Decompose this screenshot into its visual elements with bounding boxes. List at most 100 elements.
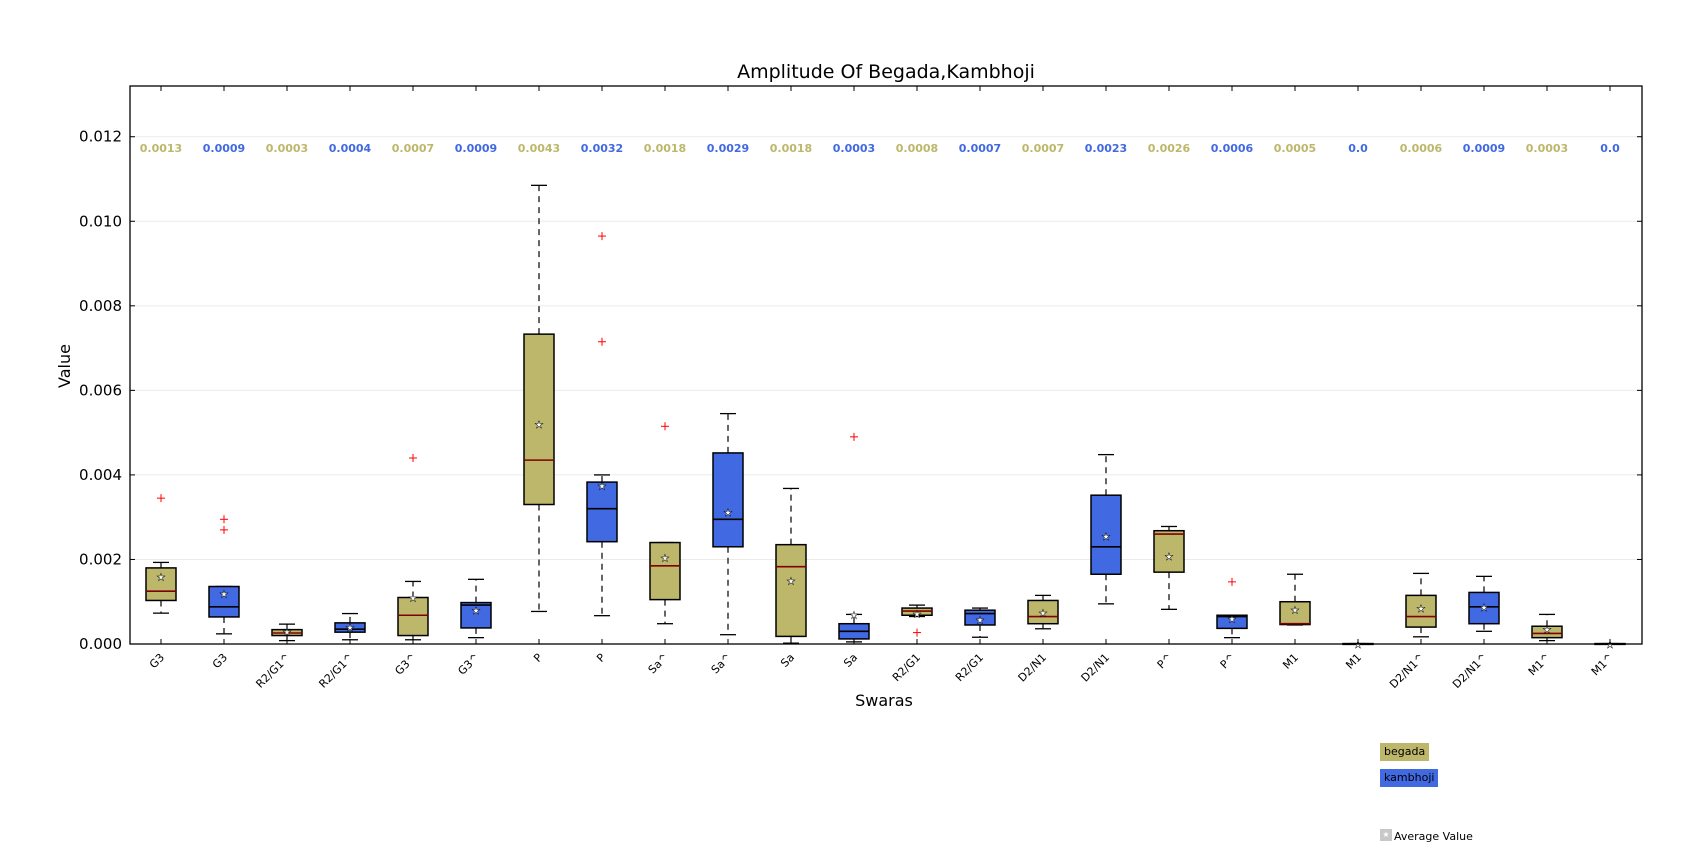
y-tick-label: 0.000 <box>79 635 122 653</box>
x-tick-label: R2/G1^ <box>316 651 356 691</box>
box-body <box>145 567 177 602</box>
x-tick-label: M1^ <box>1526 651 1553 678</box>
x-tick-label: G3^ <box>455 651 482 678</box>
box-body <box>1153 529 1185 573</box>
box-body <box>1279 600 1311 626</box>
box-begada: 0.0007 ★ <box>392 142 434 641</box>
box-kambhoji: 0.0006 ★ <box>1211 142 1254 639</box>
box-begada: 0.0018 ★ <box>770 142 812 644</box>
mean-star-marker: ★ <box>787 577 796 588</box>
mean-star-marker: ★ <box>535 420 544 431</box>
chart-title: Amplitude Of Begada,Kambhoji <box>737 61 1035 83</box>
mean-value-label: 0.0005 <box>1274 142 1316 155</box>
legend-item-kambhoji: kambhoji <box>1380 769 1439 787</box>
box-body <box>397 596 429 637</box>
mean-value-label: 0.0029 <box>707 142 749 155</box>
legend-label-kambhoji: kambhoji <box>1384 771 1435 784</box>
box-body <box>1468 591 1500 625</box>
x-tick-label: R2/G1^ <box>253 651 293 691</box>
mean-value-label: 0.0003 <box>266 142 308 155</box>
mean-value-label: 0.0009 <box>455 142 497 155</box>
x-tick-label: D2/N1^ <box>1387 651 1427 691</box>
y-tick-label: 0.012 <box>79 128 122 146</box>
box-begada: 0.0005 ★ <box>1274 142 1316 626</box>
box-body <box>712 452 744 548</box>
box-body <box>1216 614 1248 630</box>
mean-star-marker: ★ <box>1228 615 1237 626</box>
x-tick-label: P^ <box>1155 651 1175 671</box>
mean-value-label: 0.0003 <box>1526 142 1568 155</box>
mean-star-marker: ★ <box>472 606 481 617</box>
mean-value-label: 0.0009 <box>1463 142 1505 155</box>
box-body <box>586 481 618 543</box>
mean-value-label: 0.0003 <box>833 142 875 155</box>
x-tick-label: Sa <box>841 651 860 670</box>
box-kambhoji: 0.0007 ★ <box>959 142 1001 638</box>
mean-star-marker: ★ <box>850 610 859 621</box>
mean-star-marker: ★ <box>1039 608 1048 619</box>
x-tick-label: D2/N1^ <box>1450 651 1490 691</box>
mean-star-marker: ★ <box>1417 604 1426 615</box>
y-tick-label: 0.010 <box>79 212 122 230</box>
average-star-icon: ★ <box>1380 829 1392 841</box>
mean-star-marker: ★ <box>1480 603 1489 614</box>
mean-star-marker: ★ <box>157 572 166 583</box>
x-tick-label: D2/N1 <box>1016 651 1050 685</box>
x-tick-label: P <box>594 651 608 665</box>
mean-star-marker: ★ <box>1165 552 1174 563</box>
box-kambhoji: 0.0009 ★ <box>203 142 245 635</box>
mean-star-marker: ★ <box>661 553 670 564</box>
mean-value-label: 0.0006 <box>1211 142 1254 155</box>
x-tick-label: M1 <box>1343 651 1364 672</box>
mean-star-marker: ★ <box>1354 640 1363 651</box>
mean-value-label: 0.0018 <box>770 142 812 155</box>
mean-value-label: 0.0007 <box>392 142 434 155</box>
legend-item-begada: begada <box>1380 743 1430 761</box>
x-tick-label: M1^ <box>1589 651 1616 678</box>
x-tick-label: Sa^ <box>709 651 734 676</box>
box-kambhoji: 0.0003 ★ <box>833 142 875 643</box>
x-tick-label: P^ <box>1218 651 1238 671</box>
box-kambhoji: 0.0 ★ <box>1342 142 1374 651</box>
box-body <box>1531 625 1563 639</box>
y-tick-label: 0.002 <box>79 550 122 568</box>
box-kambhoji: 0.0004 ★ <box>329 142 372 641</box>
mean-star-marker: ★ <box>598 481 607 492</box>
x-tick-label: G3^ <box>392 651 419 678</box>
mean-value-label: 0.0032 <box>581 142 623 155</box>
plot-area: 0.0013★0.0009★0.0003★0.0004★0.0007★0.000… <box>140 142 1626 651</box>
box-body <box>460 601 492 629</box>
mean-star-marker: ★ <box>976 615 985 626</box>
box-kambhoji: 0.0 ★ <box>1594 142 1626 651</box>
gridlines <box>130 136 1642 560</box>
box-begada: 0.0008 ★ <box>896 142 938 637</box>
x-tick-label: G3 <box>210 651 230 671</box>
box-body <box>1090 494 1122 576</box>
box-begada: 0.0007 ★ <box>1022 142 1064 630</box>
x-tick-label: Sa^ <box>646 651 671 676</box>
x-tick-label: R2/G1 <box>890 651 923 684</box>
mean-value-label: 0.0007 <box>959 142 1001 155</box>
legend-label-begada: begada <box>1384 745 1426 758</box>
box-body <box>523 333 555 506</box>
box-kambhoji: 0.0023 ★ <box>1085 142 1127 605</box>
box-kambhoji: 0.0009 ★ <box>1463 142 1505 632</box>
box-begada: 0.0003 ★ <box>1526 142 1568 642</box>
box-body <box>775 543 807 638</box>
mean-star-marker: ★ <box>346 623 355 634</box>
mean-value-label: 0.0004 <box>329 142 372 155</box>
mean-value-label: 0.0006 <box>1400 142 1443 155</box>
legend-label-average: Average Value <box>1394 830 1473 843</box>
x-tick-label: R2/G1 <box>953 651 986 684</box>
x-tick-label: G3 <box>147 651 167 671</box>
mean-value-label: 0.0 <box>1348 142 1368 155</box>
box-begada: 0.0003 ★ <box>266 142 308 642</box>
mean-star-marker: ★ <box>283 627 292 638</box>
y-axis-label: Value <box>55 344 74 388</box>
mean-star-marker: ★ <box>1606 640 1615 651</box>
box-begada: 0.0006 ★ <box>1400 142 1443 638</box>
y-tick-label: 0.006 <box>79 381 122 399</box>
mean-value-label: 0.0023 <box>1085 142 1127 155</box>
mean-star-marker: ★ <box>409 594 418 605</box>
